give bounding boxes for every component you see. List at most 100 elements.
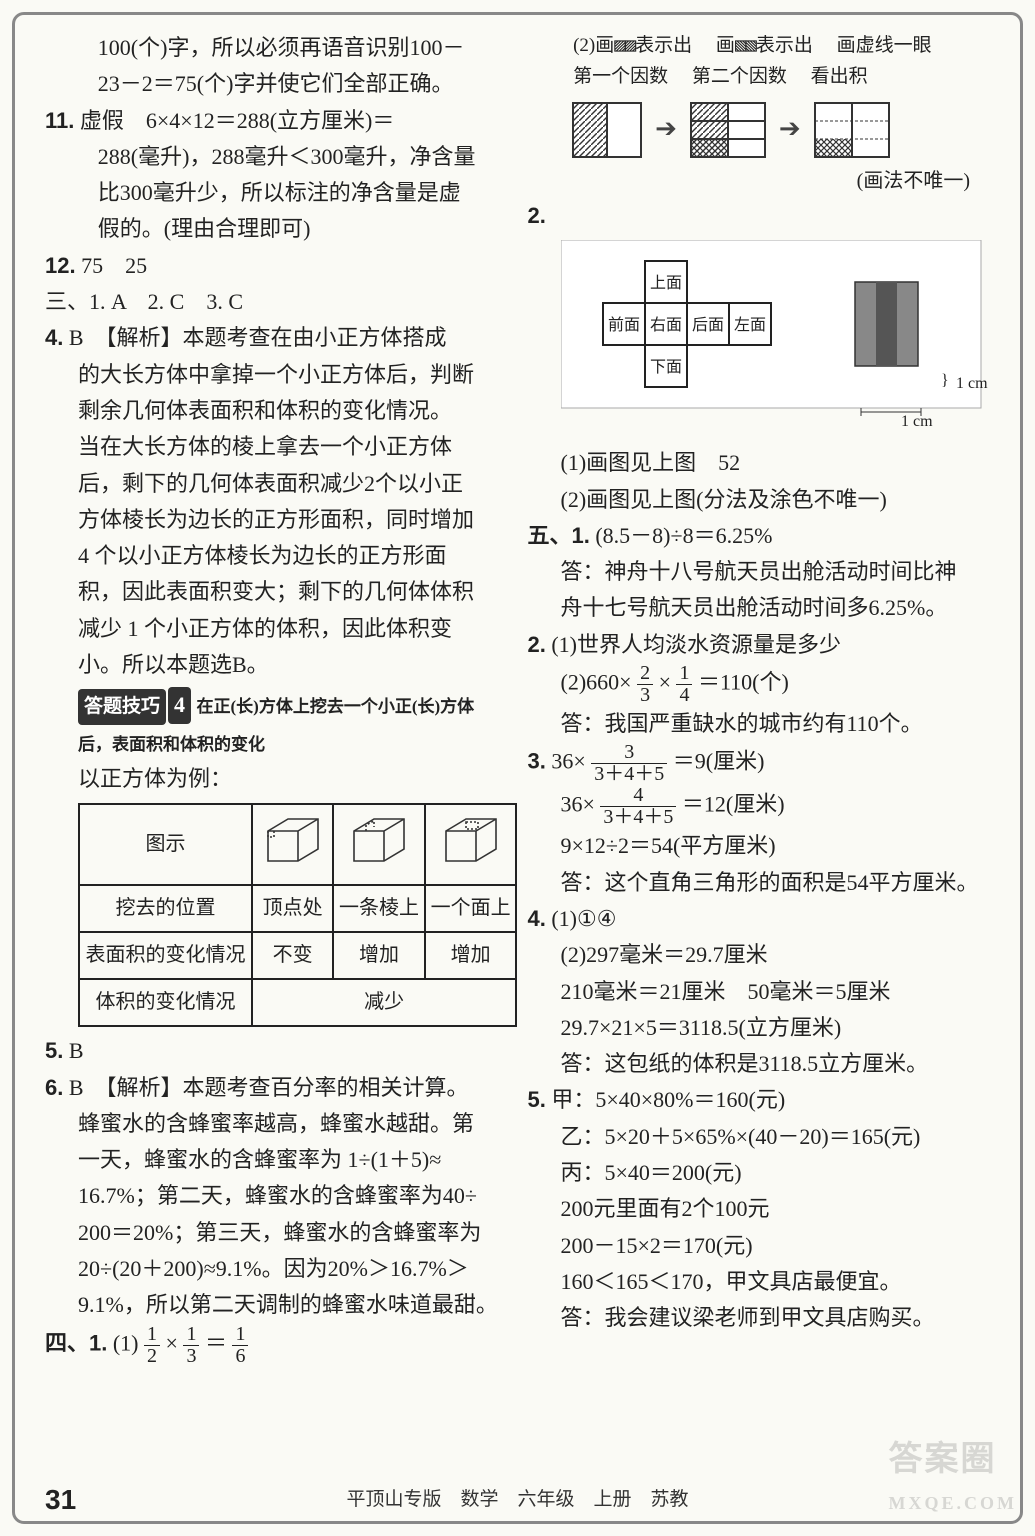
table-cell: 一个面上 [425, 885, 517, 932]
arrow-icon: ➔ [655, 108, 677, 151]
item-number: 4. [528, 906, 546, 931]
section-3: 三、1. A 2. C 3. C [45, 284, 508, 320]
section-number: 五、1. [528, 523, 590, 548]
text-line: 蜂蜜水的含蜂蜜率越高，蜂蜜水越甜。第 [45, 1106, 508, 1142]
w5: 5. 甲：5×40×80%＝160(元) [528, 1082, 991, 1118]
w3b: 36× 43＋4＋5 ＝12(厘米) [528, 785, 991, 828]
text-line: 9.1%，所以第二天调制的蜂蜜水味道最甜。 [45, 1287, 508, 1323]
text: B [69, 1038, 84, 1063]
section-5: 五、1. (8.5－8)÷8＝6.25% [528, 518, 991, 554]
text-line: 答：神舟十八号航天员出舱活动时间比神 [528, 554, 991, 590]
fraction: 33＋4＋5 [591, 742, 667, 785]
text: 75 25 [81, 253, 147, 278]
text-line: 的大长方体中拿掉一个小正方体后，判断 [45, 357, 508, 393]
text: (1)①④ [551, 906, 616, 931]
label-up: 上面 [649, 274, 681, 292]
text-line: (1)画图见上图 52 [528, 445, 991, 481]
q4: 4. B 【解析】本题考查在由小正方体搭成 [45, 320, 508, 356]
label-down: 下面 [649, 359, 681, 376]
item-number: 2. [528, 632, 546, 657]
text-line: 答：这个直角三角形的面积是54平方厘米。 [528, 865, 991, 901]
text-line: 后，剩下的几何体表面积减少2个以小正 [45, 466, 508, 502]
text-line: 23－2＝75(个)字并使它们全部正确。 [45, 66, 508, 102]
text: (1)世界人均淡水资源量是多少 [551, 632, 841, 657]
diagram-note: (画法不唯一) [528, 165, 991, 198]
section-4: 四、1. (1) 12 × 13 ＝ 16 [45, 1324, 508, 1367]
fraction: 14 [676, 663, 692, 706]
fraction: 43＋4＋5 [600, 785, 676, 828]
item-number: 3. [528, 749, 546, 774]
w2: 2. (1)世界人均淡水资源量是多少 [528, 627, 991, 663]
q6: 6. B 【解析】本题考查百分率的相关计算。 [45, 1070, 508, 1106]
table-cell: 体积的变化情况 [79, 979, 252, 1026]
table-header: 图示 [79, 804, 252, 885]
tip-lead: 以正方体为例： [45, 761, 508, 797]
text-line: 答：这包纸的体积是3118.5立方厘米。 [528, 1046, 991, 1082]
text-line: 200元里面有2个100元 [528, 1191, 991, 1227]
table-cell: 不变 [252, 932, 333, 979]
item-number: 4. [45, 325, 63, 350]
text-line: 100(个)字，所以必须再语音识别100－ [45, 30, 508, 66]
text-line: (2)画图见上图(分法及涂色不唯一) [528, 482, 991, 518]
fraction: 23 [637, 663, 653, 706]
tip-badge: 答题技巧 [78, 689, 166, 724]
item-number: 6. [45, 1075, 63, 1100]
text-line: 减少 1 个小正方体的体积，因此体积变 [45, 611, 508, 647]
text-line: 一天，蜂蜜水的含蜂蜜率为 1÷(1＋5)≈ [45, 1142, 508, 1178]
text-line: 丙：5×40＝200(元) [528, 1155, 991, 1191]
unit-h: 1 cm [901, 413, 933, 430]
text-line: 20÷(20＋200)≈9.1%。因为20%＞16.7%＞ [45, 1251, 508, 1287]
text-line: 210毫米＝21厘米 50毫米＝5厘米 [528, 974, 991, 1010]
page-footer: 31 平顶山专版 数学 六年级 上册 苏教 [45, 1484, 990, 1516]
text-line: 舟十七号航天员出舱活动时间多6.25%。 [528, 590, 991, 626]
text: (8.5－8)÷8＝6.25% [595, 523, 772, 548]
text-line: 288(毫升)，288毫升＜300毫升，净含量 [45, 139, 508, 175]
text: B 【解析】本题考查在由小正方体搭成 [69, 325, 447, 350]
text: (1) [113, 1330, 139, 1355]
text-line: 答：我国严重缺水的城市约有110个。 [528, 706, 991, 742]
table-cell: 一条棱上 [333, 885, 425, 932]
tip-header: 答题技巧4 在正(长)方体上挖去一个小正(长)方体后，表面积和体积的变化 [45, 687, 508, 761]
cube-diagram-vertex [252, 804, 333, 885]
watermark: 答案圈MXQE.COM [889, 1431, 1017, 1518]
text-line: 比300毫升少，所以标注的净含量是虚 [45, 175, 508, 211]
label-left: 左面 [733, 316, 765, 334]
text-line: 剩余几何体表面积和体积的变化情况。 [45, 393, 508, 429]
text-line: 答：我会建议梁老师到甲文具店购买。 [528, 1300, 991, 1336]
text-line: 积，因此表面积变大；剩下的几何体体积 [45, 574, 508, 610]
fraction: 12 [144, 1324, 160, 1367]
item-number: 2. [528, 203, 546, 228]
fraction: 13 [183, 1324, 199, 1367]
text-line: 200＝20%；第三天，蜂蜜水的含蜂蜜率为 [45, 1215, 508, 1251]
q2: 2. [528, 198, 991, 518]
hatch-icon: ▨▨ [614, 34, 635, 56]
diagram-2: (2)画▨▨表示出 画▧▧表示出 画虚线一眼 第一个因数 第二个因数 看出积 ➔ [528, 30, 991, 198]
w3: 3. 36× 33＋4＋5 ＝9(厘米) [528, 742, 991, 785]
text-line: 4 个以小正方体棱长为边长的正方形面 [45, 538, 508, 574]
text-line: 方体棱长为边长的正方形面积，同时增加 [45, 502, 508, 538]
tip-number: 4 [168, 687, 191, 723]
item-number: 5. [45, 1038, 63, 1063]
fraction-box-1 [567, 97, 647, 163]
label-back: 后面 [691, 316, 723, 334]
table-cell: 增加 [425, 932, 517, 979]
table-cell: 挖去的位置 [79, 885, 252, 932]
hatch-icon: ▧▧ [735, 34, 756, 56]
cube-table: 图示 [78, 803, 517, 1027]
text: 甲：5×40×80%＝160(元) [551, 1087, 785, 1112]
fraction-box-2 [685, 97, 771, 163]
section-number: 四、1. [45, 1330, 107, 1355]
text-line: 当在大长方体的棱上拿去一个小正方体 [45, 429, 508, 465]
text-line: 9×12÷2＝54(平方厘米) [528, 828, 991, 864]
cube-diagram-edge [333, 804, 425, 885]
arrow-icon: ➔ [779, 108, 801, 151]
table-cell: 顶点处 [252, 885, 333, 932]
table-cell: 增加 [333, 932, 425, 979]
q12: 12. 75 25 [45, 248, 508, 284]
text-line: 假的。(理由合理即可) [45, 211, 508, 247]
q11: 11. 虚假 6×4×12＝288(立方厘米)＝ [45, 103, 508, 139]
svg-text:}: } [941, 372, 949, 389]
text-line: 29.7×21×5＝3118.5(立方厘米) [528, 1010, 991, 1046]
cube-diagram-face [425, 804, 517, 885]
grid-diagram: 上面 前面 右面 后面 左面 下面 } 1 cm 1 cm [561, 240, 991, 430]
